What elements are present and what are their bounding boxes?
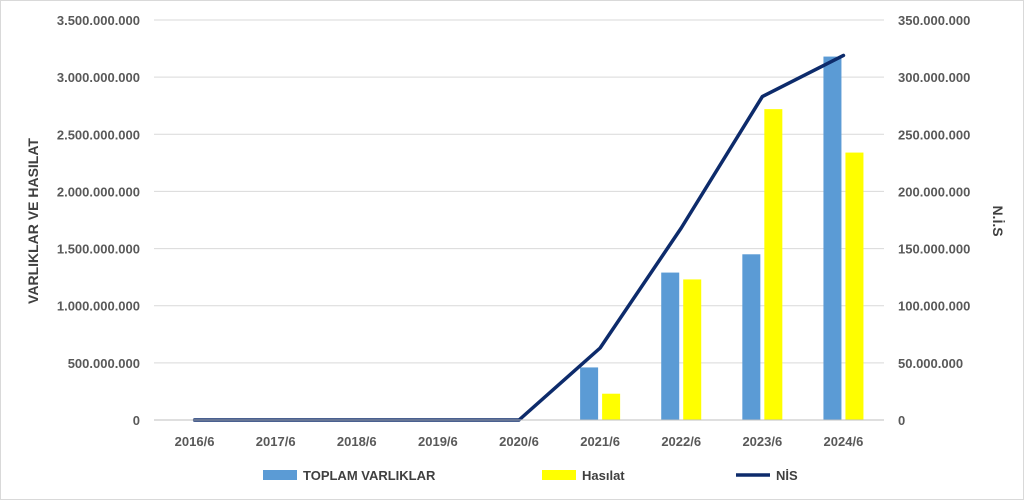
legend-label: TOPLAM VARLIKLAR	[303, 468, 436, 483]
x-tick-label: 2021/6	[580, 434, 620, 449]
x-tick-label: 2020/6	[499, 434, 539, 449]
x-tick-label: 2016/6	[175, 434, 215, 449]
y-tick-label: 3.000.000.000	[57, 70, 140, 85]
bar-hasilat	[764, 109, 783, 421]
y-tick-label: 1.000.000.000	[57, 299, 140, 314]
y2-axis-title: N.İ.S	[990, 205, 1006, 236]
x-tick-label: 2023/6	[742, 434, 782, 449]
y2-tick-label: 250.000.000	[898, 127, 970, 142]
gridlines	[154, 19, 884, 364]
bar-hasilat	[602, 393, 621, 420]
y-tick-label: 2.000.000.000	[57, 184, 140, 199]
bar-toplam-varliklar	[823, 56, 842, 420]
x-tick-label: 2022/6	[661, 434, 701, 449]
y2-tick-label: 0	[898, 413, 905, 428]
x-tick-label: 2017/6	[256, 434, 296, 449]
y-tick-label: 1.500.000.000	[57, 242, 140, 257]
y2-tick-label: 300.000.000	[898, 70, 970, 85]
bar-hasilat	[845, 152, 864, 421]
y2-tick-label: 200.000.000	[898, 184, 970, 199]
legend-label: Hasılat	[582, 468, 625, 483]
y2-tick-label: 100.000.000	[898, 299, 970, 314]
y-tick-label: 3.500.000.000	[57, 13, 140, 28]
bar-toplam-varliklar	[661, 272, 680, 420]
x-tick-label: 2024/6	[824, 434, 864, 449]
y-tick-label: 0	[133, 413, 140, 428]
bar-hasilat	[683, 279, 702, 420]
axes: 0 0 500.000.000 50.000.000 1.000.000.000 100.…	[57, 13, 970, 449]
legend: TOPLAM VARLIKLAR Hasılat NİS	[263, 468, 798, 483]
legend-swatch	[263, 470, 297, 480]
y-tick-label: 500.000.000	[68, 356, 140, 371]
x-tick-label: 2018/6	[337, 434, 377, 449]
bar-toplam-varliklar	[580, 367, 599, 420]
y2-tick-label: 50.000.000	[898, 356, 963, 371]
bar-toplam-varliklar	[742, 254, 761, 420]
y-tick-label: 2.500.000.000	[57, 127, 140, 142]
x-tick-label: 2019/6	[418, 434, 458, 449]
y-axis-title: VARLIKLAR VE HASILAT	[25, 138, 41, 304]
y2-tick-label: 350.000.000	[898, 13, 970, 28]
legend-swatch	[542, 470, 576, 480]
legend-label: NİS	[776, 468, 798, 483]
y2-tick-label: 150.000.000	[898, 242, 970, 257]
bars	[580, 56, 864, 421]
